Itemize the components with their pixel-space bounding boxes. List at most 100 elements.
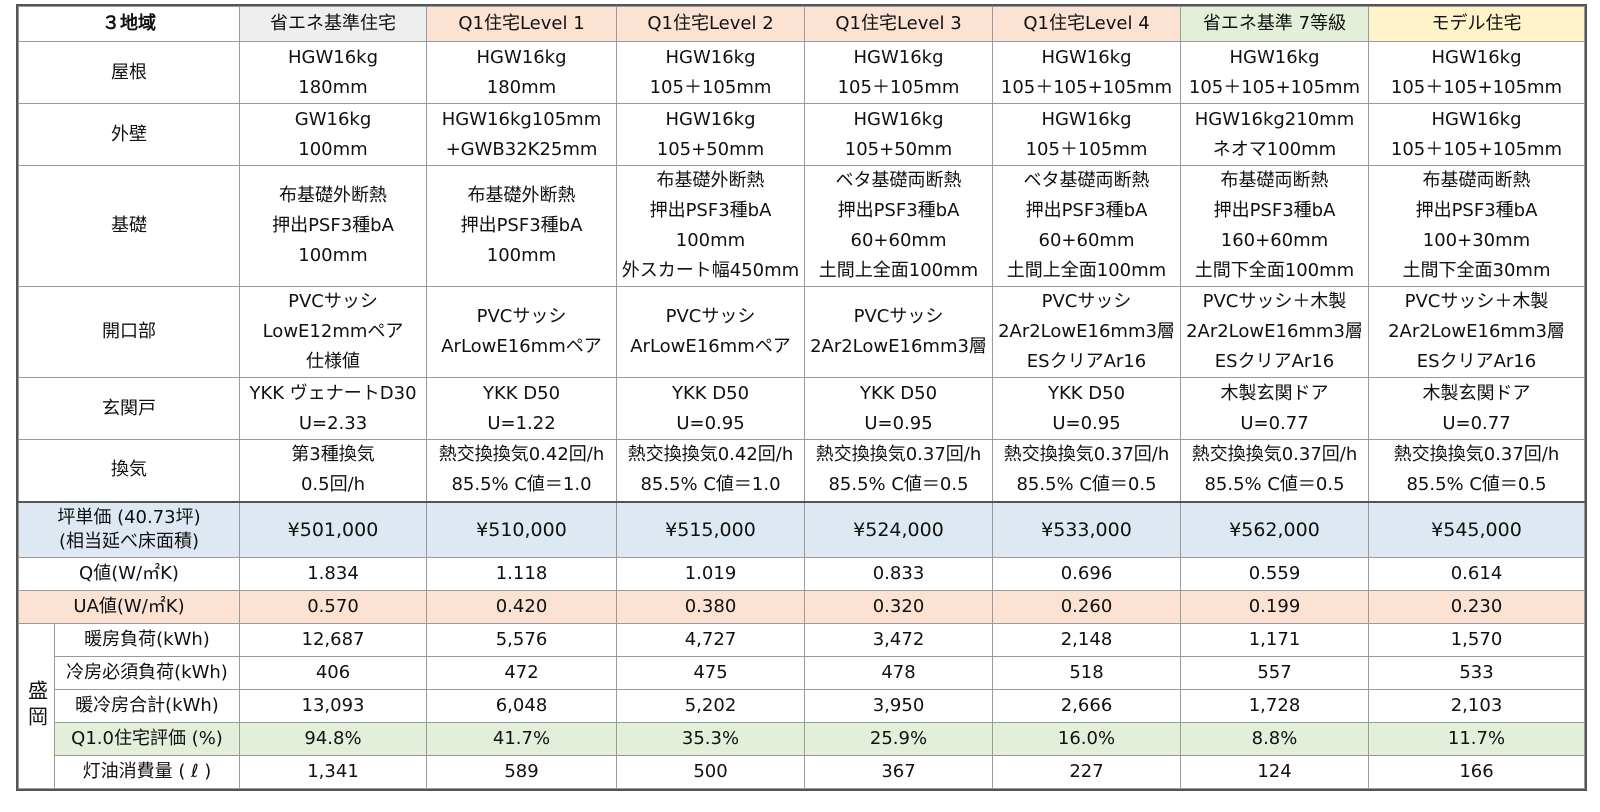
spec-cell: YKK ヴェナートD30 U=2.33 (239, 377, 427, 440)
spec-cell-line: HGW16kg (665, 46, 756, 68)
spec-label: 玄関戸 (18, 377, 240, 440)
spec-cell-line: 布基礎外断熱 (656, 170, 765, 191)
ua-value-row-value: 0.199 (1180, 590, 1369, 624)
spec-cell: HGW16kg 105＋105mm (616, 41, 805, 104)
spec-cell-line: 押出PSF3種bA (649, 200, 772, 221)
spec-cell-line: 押出PSF3種bA (837, 200, 960, 221)
price-value: ¥524,000 (804, 500, 993, 558)
morioka-value: 2,103 (1368, 689, 1585, 723)
spec-cell-line: U=2.33 (298, 412, 368, 434)
spec-cell: GW16kg 100mm (239, 103, 427, 166)
spec-cell-line: 100+30mm (1422, 230, 1531, 251)
spec-cell: HGW16kg 105+50mm (804, 103, 993, 166)
spec-cell: 熱交換換気0.37回/h 85.5% C値＝0.5 (804, 439, 993, 502)
spec-row: 開口部 PVCサッシ LowE12mmペア 仕様値 PVCサッシ ArLowE16mmペア… (18, 286, 1585, 378)
spec-cell-line: 105+50mm (844, 138, 953, 160)
spec-cell-line: YKK ヴェナートD30 (249, 382, 417, 404)
morioka-value: 2,666 (992, 689, 1181, 723)
col-header-q1-l1: Q1住宅Level 1 (426, 6, 617, 42)
morioka-value: 557 (1180, 656, 1369, 690)
morioka-row-label: 暖冷房合計(kWh) (54, 689, 240, 723)
morioka-value: 94.8% (239, 722, 427, 756)
spec-cell: HGW16kg 180mm (426, 41, 617, 104)
spec-cell: 布基礎外断熱 押出PSF3種bA 100mm (426, 165, 617, 287)
spec-cell-line: ESクリアAr16 (1026, 351, 1147, 372)
morioka-value: 589 (426, 755, 617, 789)
ua-value-row-value: 0.230 (1368, 590, 1585, 624)
spec-label: 換気 (18, 439, 240, 502)
spec-cell: PVCサッシ＋木製 2Ar2LowE16mm3層 ESクリアAr16 (1180, 286, 1369, 378)
spec-cell-line: 60+60mm (1038, 230, 1135, 251)
spec-cell-line: 85.5% C値＝1.0 (451, 474, 592, 496)
spec-cell-line: 105＋105+105mm (1390, 76, 1563, 98)
spec-cell-line: 85.5% C値＝0.5 (828, 474, 969, 496)
morioka-value: 124 (1180, 755, 1369, 789)
price-value: ¥501,000 (239, 500, 427, 558)
spec-cell-line: 押出PSF3種bA (1213, 200, 1336, 221)
spec-label: 基礎 (18, 165, 240, 287)
spec-cell-line: YKK D50 (1047, 382, 1126, 404)
spec-cell-line: 2Ar2LowE16mm3層 (1388, 321, 1565, 342)
spec-cell: 木製玄関ドア U=0.77 (1180, 377, 1369, 440)
spec-cell-line: 105＋105mm (649, 76, 772, 98)
spec-cell-line: HGW16kg (287, 46, 379, 68)
ua-value-row-label: UA値(W/㎡K) (18, 590, 240, 624)
spec-cell: PVCサッシ＋木製 2Ar2LowE16mm3層 ESクリアAr16 (1368, 286, 1585, 378)
spec-cell-line: 熱交換換気0.37回/h (1003, 444, 1170, 466)
spec-cell-line: 押出PSF3種bA (460, 215, 583, 236)
morioka-value: 475 (616, 656, 805, 690)
morioka-value: 166 (1368, 755, 1585, 789)
morioka-value: 25.9% (804, 722, 993, 756)
spec-cell: 熱交換換気0.42回/h 85.5% C値＝1.0 (616, 439, 805, 502)
spec-cell-line: 押出PSF3種bA (1025, 200, 1148, 221)
spec-cell-line: 100mm (486, 245, 557, 266)
spec-comparison-table: ３地域 省エネ基準住宅 Q1住宅Level 1 Q1住宅Level 2 Q1住宅… (16, 4, 1587, 791)
spec-row: 基礎 布基礎外断熱 押出PSF3種bA 100mm 布基礎外断熱 押出PSF3種bA 100… (18, 165, 1585, 287)
spec-cell-line: 105＋105+105mm (1390, 138, 1563, 160)
spec-cell: HGW16kg 105＋105mm (804, 41, 993, 104)
spec-cell-line: 第3種換気 (291, 444, 375, 466)
price-value: ¥545,000 (1368, 500, 1585, 558)
spec-cell-line: 0.5回/h (300, 474, 366, 496)
q-value-row-value: 1.834 (239, 557, 427, 591)
spec-cell: YKK D50 U=0.95 (616, 377, 805, 440)
morioka-value: 367 (804, 755, 993, 789)
q-value-row-value: 0.833 (804, 557, 993, 591)
spec-cell-line: U=1.22 (487, 412, 556, 434)
morioka-value: 478 (804, 656, 993, 690)
spec-cell-line: 押出PSF3種bA (272, 215, 394, 236)
spec-cell-line: 105＋105mm (1025, 138, 1148, 160)
spec-cell: 布基礎外断熱 押出PSF3種bA 100mm (239, 165, 427, 287)
ua-value-row-value: 0.570 (239, 590, 427, 624)
spec-label: 屋根 (18, 41, 240, 104)
spec-cell-line: 180mm (486, 76, 557, 98)
spec-cell-line: 熱交換換気0.37回/h (1393, 444, 1560, 466)
spec-cell-line: ESクリアAr16 (1214, 351, 1335, 372)
col-header-q1-l2: Q1住宅Level 2 (616, 6, 805, 42)
spec-cell-line: 85.5% C値＝0.5 (1406, 474, 1547, 496)
q-value-row-value: 0.559 (1180, 557, 1369, 591)
spec-cell-line: HGW16kg (1041, 108, 1132, 130)
spec-cell-line: 熱交換換気0.37回/h (1191, 444, 1358, 466)
q-value-row-value: 1.019 (616, 557, 805, 591)
morioka-value: 8.8% (1180, 722, 1369, 756)
spec-cell: PVCサッシ ArLowE16mmペア (616, 286, 805, 378)
morioka-value: 1,570 (1368, 623, 1585, 657)
spec-cell-line: HGW16kg (1041, 46, 1132, 68)
spec-cell-line: ネオマ100mm (1212, 138, 1337, 160)
morioka-value: 12,687 (239, 623, 427, 657)
q-value-row-value: 0.696 (992, 557, 1181, 591)
q-value-row-value: 1.118 (426, 557, 617, 591)
spec-cell: YKK D50 U=1.22 (426, 377, 617, 440)
spec-cell-line: PVCサッシ＋木製 (1202, 291, 1347, 312)
spec-cell: 第3種換気 0.5回/h (239, 439, 427, 502)
spec-cell-line: 布基礎外断熱 (467, 185, 576, 206)
morioka-value: 3,472 (804, 623, 993, 657)
spec-cell-line: PVCサッシ (665, 306, 756, 327)
spec-cell-line: HGW16kg (476, 46, 567, 68)
spec-cell-line: 外スカート幅450mm (621, 260, 800, 281)
morioka-value: 6,048 (426, 689, 617, 723)
spec-cell-line: LowE12mmペア (262, 321, 404, 342)
spec-cell-line: HGW16kg (853, 108, 944, 130)
spec-cell-line: HGW16kg (853, 46, 944, 68)
